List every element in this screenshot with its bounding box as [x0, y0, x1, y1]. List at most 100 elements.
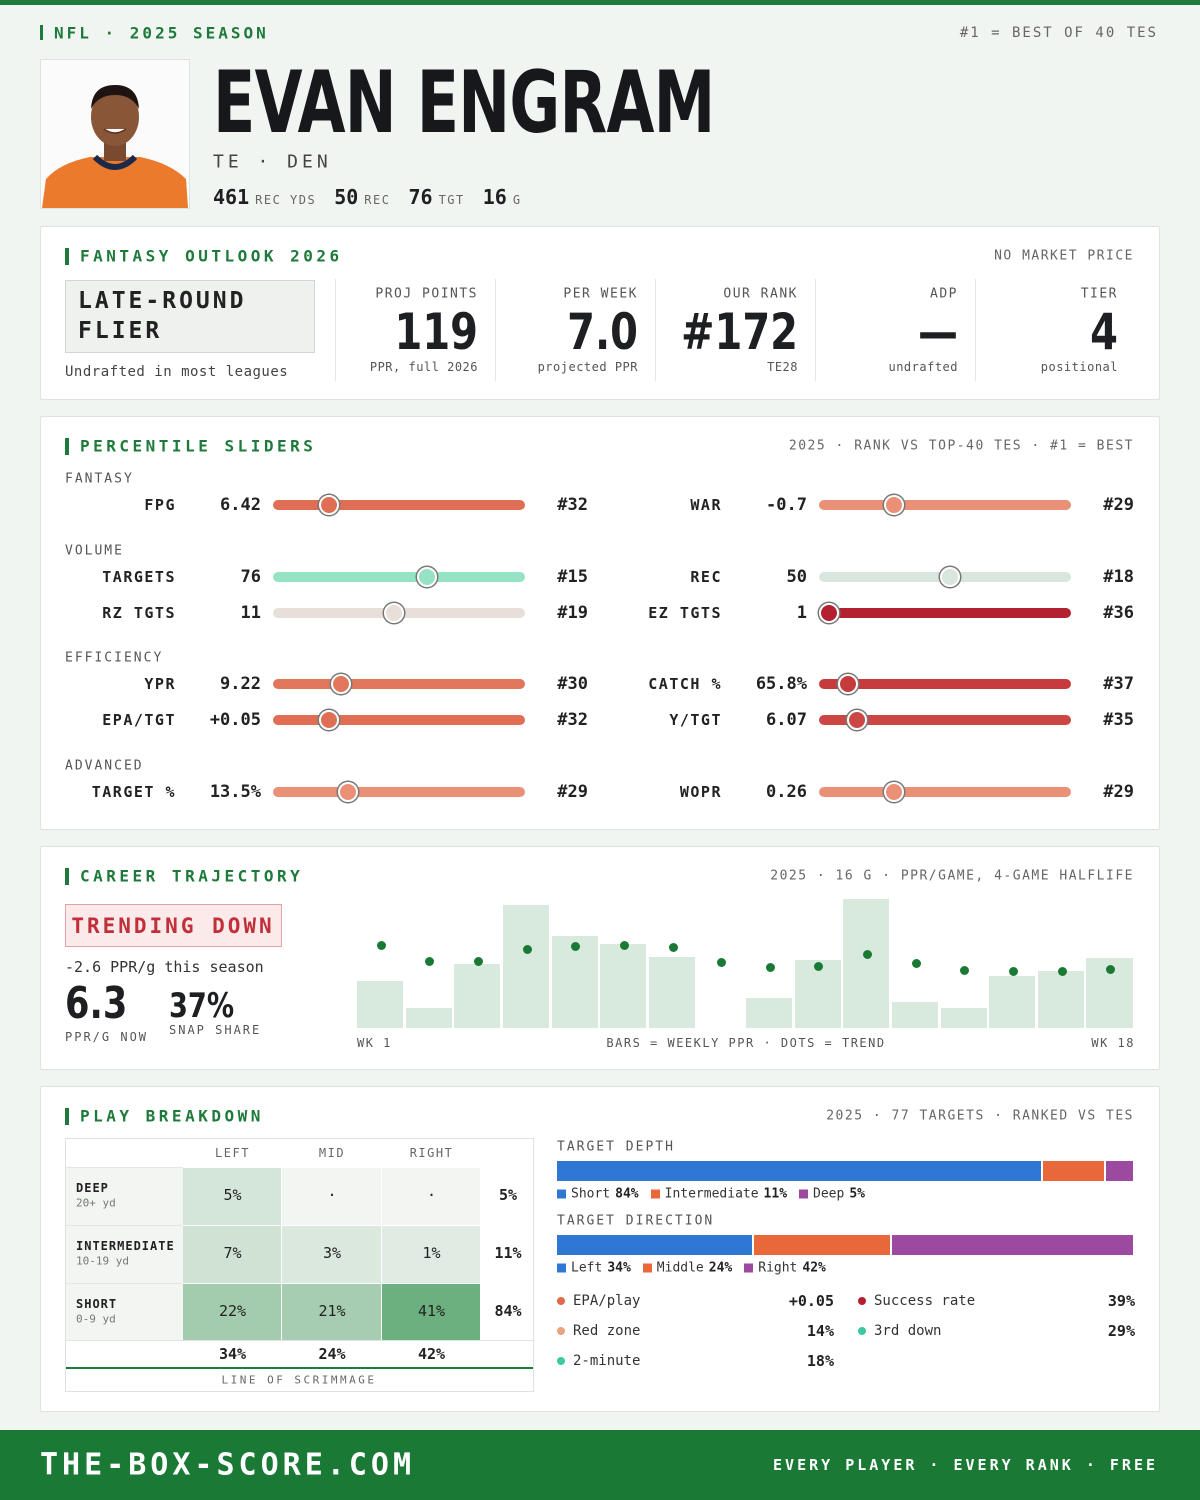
legend-swatch	[642, 1263, 652, 1273]
slider-value: 50	[786, 567, 807, 587]
metric-label: ADP	[930, 286, 958, 302]
legend-name: Right	[758, 1260, 798, 1276]
tagline: EVERY PLAYER · EVERY RANK · FREE	[773, 1456, 1158, 1474]
slider-rank: #36	[1103, 603, 1134, 623]
trend-dot	[1057, 966, 1067, 976]
stat-value: 18%	[806, 1352, 834, 1370]
cell-value: 3%	[322, 1244, 342, 1262]
section-title: PERCENTILE SLIDERS	[80, 436, 317, 456]
heat-cell	[183, 1283, 281, 1341]
column-label: LEFT	[215, 1146, 250, 1160]
bar	[405, 1007, 452, 1028]
section-note: 2025 · 77 TARGETS · RANKED VS TES	[826, 1108, 1134, 1124]
legend-value: 84%	[615, 1186, 639, 1202]
metric-label: OUR RANK	[723, 286, 798, 302]
metric-sub: positional	[1040, 360, 1118, 374]
slider-knob	[883, 495, 904, 515]
heat-cell	[183, 1167, 281, 1225]
player-name: EVAN ENGRAM	[213, 53, 715, 153]
slider-value: 6.42	[220, 495, 261, 515]
bar	[357, 980, 404, 1028]
career-stat-label: SNAP SHARE	[169, 1023, 262, 1037]
metric-value-text: 7.0	[567, 303, 638, 361]
title-accent	[65, 868, 69, 885]
metric-sub: undrafted	[888, 360, 958, 374]
slider-rank: #32	[557, 495, 588, 515]
section-note: 2025 · RANK VS TOP-40 TES · #1 = BEST	[788, 438, 1134, 454]
slider-track	[819, 715, 1071, 725]
legend-value: 34%	[607, 1260, 631, 1276]
slider-label: TARGET %	[91, 783, 176, 801]
tag-box	[65, 280, 315, 353]
legend-value: 11%	[763, 1186, 788, 1202]
rank-note: #1 = BEST OF 40 TES	[959, 25, 1158, 41]
cell-value: 5%	[223, 1186, 242, 1204]
legend-value: 24%	[708, 1260, 733, 1276]
legend-name: Short	[571, 1186, 611, 1202]
heat-cell	[282, 1225, 381, 1283]
slider-rank: #29	[1103, 782, 1134, 802]
cell-value: 22%	[218, 1302, 247, 1320]
stat-label: 3rd down	[874, 1323, 942, 1339]
slider-track	[273, 679, 525, 689]
metric-sub: TE28	[767, 360, 798, 374]
table-footer: LINE OF SCRIMMAGE	[221, 1373, 377, 1387]
bar	[746, 998, 793, 1028]
metric-divider	[655, 279, 656, 381]
metric-divider	[815, 279, 816, 381]
bar	[891, 1002, 938, 1028]
heat-cell	[282, 1167, 381, 1225]
bar	[551, 936, 598, 1028]
position: TE · DEN	[213, 151, 332, 173]
legend-value: 42%	[802, 1260, 826, 1276]
slider-value: 11	[240, 603, 261, 623]
column-total: 24%	[318, 1345, 346, 1363]
metric-value-text: #172	[680, 303, 798, 361]
legend-name: Left	[571, 1260, 603, 1276]
heat-cell	[382, 1283, 480, 1341]
trend-dot	[474, 956, 484, 966]
player-photo	[40, 59, 190, 209]
slider-knob	[837, 674, 858, 694]
slider-knob	[846, 710, 867, 730]
slider-label: EZ TGTS	[648, 604, 722, 622]
stat-line: 461 REC YDS 50 REC 76 TGT 16 G	[213, 185, 540, 209]
slider-label: EPA/TGT	[102, 711, 176, 729]
title-accent	[65, 438, 69, 455]
slider-group: VOLUME	[65, 543, 124, 559]
slider-knob	[939, 567, 960, 587]
slider-value: +0.05	[209, 710, 261, 730]
bar	[843, 898, 890, 1028]
trend-dot	[814, 962, 824, 972]
scrimmage-line	[66, 1367, 533, 1369]
metric-value: 7.0	[549, 305, 638, 359]
bar	[940, 1007, 987, 1028]
title-accent	[65, 248, 69, 265]
column-total: 42%	[417, 1345, 446, 1363]
column-label: RIGHT	[409, 1146, 454, 1160]
slider-knob	[319, 495, 340, 515]
heat-cell	[282, 1283, 381, 1341]
trend-dot	[425, 956, 435, 966]
slider-group: ADVANCED	[65, 758, 144, 774]
slider-label: YPR	[144, 675, 176, 693]
row-name: SHORT	[76, 1297, 118, 1311]
row-total: 11%	[494, 1244, 522, 1262]
stat-label: REC	[364, 193, 391, 207]
heat-cell	[382, 1225, 480, 1283]
slider-label: REC	[690, 568, 722, 586]
slider-rank: #15	[557, 567, 588, 587]
tag-note: Undrafted in most leagues	[65, 364, 289, 380]
metric-divider	[495, 279, 496, 381]
bar	[989, 976, 1036, 1028]
bar	[794, 960, 841, 1028]
career-stat-value: 6.3	[65, 978, 128, 1029]
stat-label: TGT	[438, 193, 465, 207]
stat-value: 39%	[1107, 1292, 1135, 1310]
badge: TRENDING DOWN	[71, 914, 275, 938]
trend-dot	[765, 963, 775, 973]
slider-value: 65.8%	[755, 674, 807, 694]
x-tick-label: WK 1	[357, 1036, 392, 1050]
slider-track	[819, 679, 1071, 689]
